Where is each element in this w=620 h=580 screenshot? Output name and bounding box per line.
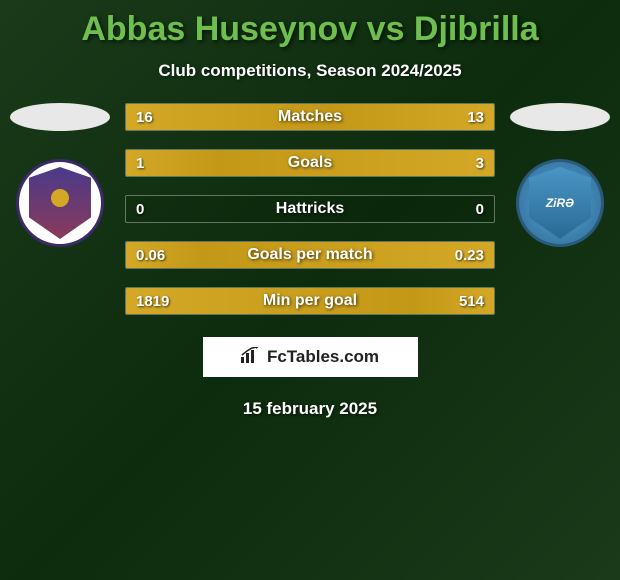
stat-value-right: 3 [476,155,484,172]
stats-column: 16 Matches 13 1 Goals 3 0 Hattricks 0 0.06 Goals p… [125,103,495,315]
subtitle: Club competitions, Season 2024/2025 [0,61,620,81]
comparison-card: Abbas Huseynov vs Djibrilla Club competi… [0,0,620,419]
stat-label: Hattricks [276,200,344,218]
club-badge-right: ZiRƏ [516,159,604,247]
stat-label: Goals per match [247,246,372,264]
stat-value-left: 1819 [136,293,169,310]
stat-row: 0.06 Goals per match 0.23 [125,241,495,269]
player-right-silhouette [510,103,610,131]
club-badge-left [16,159,104,247]
stat-value-right: 0 [476,201,484,218]
stat-value-left: 0.06 [136,247,165,264]
stat-row: 16 Matches 13 [125,103,495,131]
stat-row: 1 Goals 3 [125,149,495,177]
stat-value-left: 1 [136,155,144,172]
brand-text: FcTables.com [267,347,379,367]
date-line: 15 february 2025 [0,399,620,419]
club-badge-left-shield [29,167,91,239]
player-right-column: ZiRƏ [505,103,615,247]
chart-icon [241,347,261,368]
stat-value-left: 16 [136,109,153,126]
stat-label: Matches [278,108,342,126]
stat-row: 0 Hattricks 0 [125,195,495,223]
stat-label: Min per goal [263,292,357,310]
stat-value-right: 514 [459,293,484,310]
stat-fill-right [218,150,494,176]
brand-box[interactable]: FcTables.com [203,337,418,377]
stat-label: Goals [288,154,332,172]
player-left-silhouette [10,103,110,131]
main-area: 16 Matches 13 1 Goals 3 0 Hattricks 0 0.06 Goals p… [0,103,620,315]
stat-value-left: 0 [136,201,144,218]
stat-value-right: 13 [467,109,484,126]
page-title: Abbas Huseynov vs Djibrilla [0,10,620,49]
stat-row: 1819 Min per goal 514 [125,287,495,315]
player-left-column [5,103,115,247]
club-badge-right-text: ZiRƏ [546,196,574,210]
club-badge-right-shield: ZiRƏ [529,167,591,239]
stat-value-right: 0.23 [455,247,484,264]
